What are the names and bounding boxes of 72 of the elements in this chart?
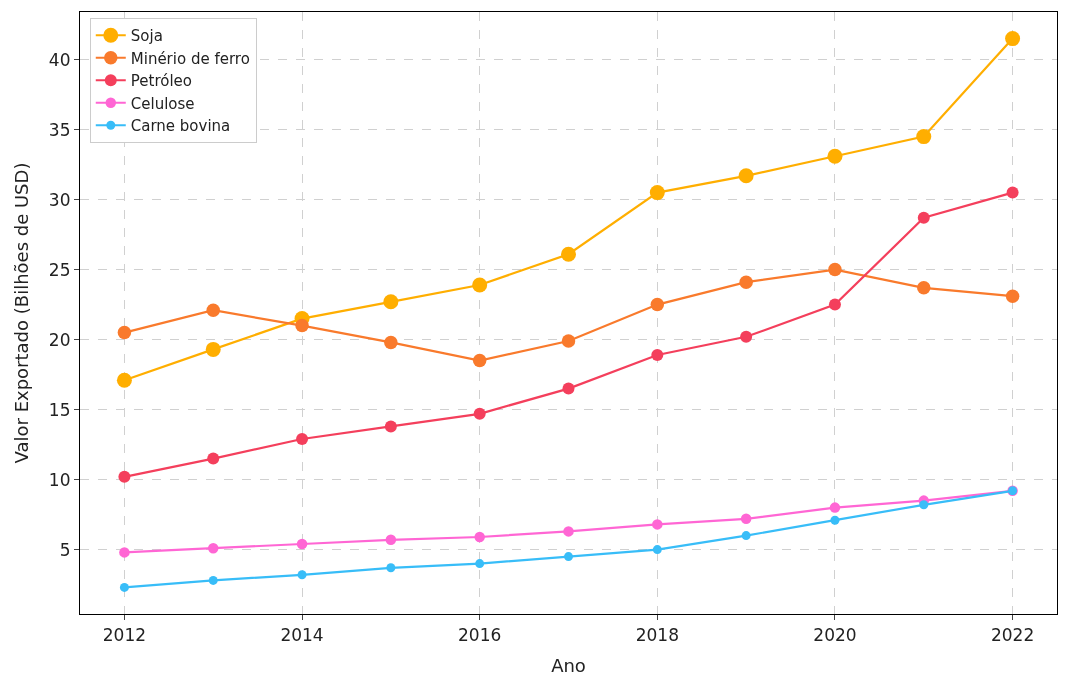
point <box>563 526 574 537</box>
point <box>651 349 664 361</box>
legend-label: Celulose <box>130 94 195 113</box>
point <box>1005 289 1020 303</box>
x-tick-label: 2022 <box>990 624 1035 645</box>
point <box>828 262 842 277</box>
point <box>561 246 576 262</box>
y-tick-label: 15 <box>48 399 71 420</box>
point <box>829 502 841 513</box>
x-tick-label: 2012 <box>102 624 147 645</box>
point <box>828 298 841 311</box>
point <box>740 330 753 343</box>
point <box>295 318 309 333</box>
y-tick-label: 10 <box>48 469 71 490</box>
point <box>384 335 398 350</box>
point <box>116 372 132 388</box>
point <box>207 542 219 554</box>
point <box>917 211 930 224</box>
point <box>917 281 931 295</box>
point <box>118 470 131 483</box>
point <box>385 534 397 546</box>
point <box>650 297 665 312</box>
x-tick-label: 2018 <box>635 624 679 645</box>
x-axis-title: Ano <box>551 654 586 676</box>
point <box>386 563 396 573</box>
point <box>738 168 754 184</box>
point <box>296 538 308 550</box>
point <box>383 294 399 310</box>
point <box>741 531 751 541</box>
point <box>739 275 753 289</box>
y-tick-label: 20 <box>48 329 71 350</box>
point <box>827 148 843 164</box>
y-tick-label: 40 <box>48 49 71 70</box>
point <box>475 559 485 569</box>
y-tick-label: 25 <box>48 259 71 280</box>
legend-label: Carne bovina <box>130 117 231 136</box>
point <box>119 582 129 592</box>
point <box>205 341 221 357</box>
point <box>296 433 309 445</box>
point <box>1006 186 1019 199</box>
point <box>830 515 840 525</box>
point <box>1005 31 1021 47</box>
point <box>919 500 929 510</box>
point <box>652 519 663 530</box>
y-tick-label: 30 <box>48 189 71 210</box>
y-axis-title: Valor Exportado (Bilhões de USD) <box>11 162 33 464</box>
point <box>916 129 932 145</box>
x-tick-label: 2014 <box>280 624 324 645</box>
point <box>562 382 575 395</box>
point <box>117 325 132 340</box>
legend-label: Minério de ferro <box>130 49 250 68</box>
point <box>119 547 130 558</box>
x-tick-label: 2020 <box>813 624 857 645</box>
y-tick-label: 35 <box>48 119 71 140</box>
point <box>474 531 485 543</box>
point <box>472 277 488 293</box>
point <box>208 575 218 585</box>
point <box>740 513 752 525</box>
point <box>564 552 573 562</box>
point <box>649 185 665 201</box>
legend-label: Petróleo <box>130 72 192 91</box>
point <box>384 420 397 433</box>
point <box>207 452 220 465</box>
point <box>206 303 220 317</box>
point <box>297 570 307 580</box>
legend-label: Soja <box>130 27 163 46</box>
point <box>561 334 576 348</box>
x-tick-label: 2016 <box>458 624 502 645</box>
point <box>473 407 486 420</box>
y-tick-label: 5 <box>59 539 71 560</box>
point <box>652 545 662 555</box>
point <box>472 353 487 368</box>
